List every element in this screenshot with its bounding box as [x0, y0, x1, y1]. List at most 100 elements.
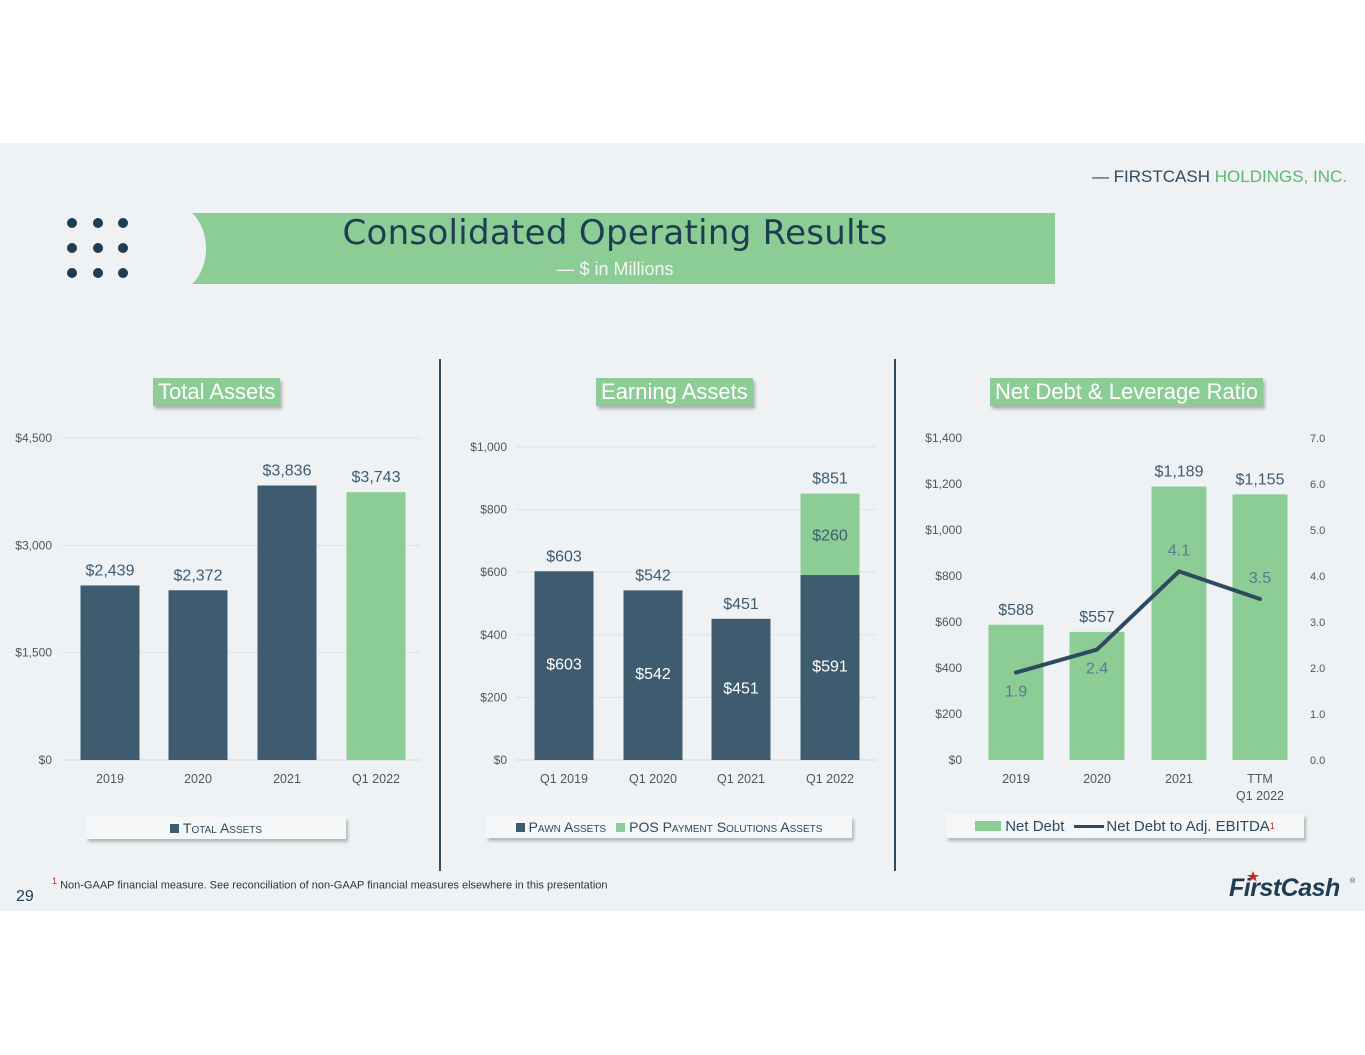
chart-title-earning-assets: Earning Assets — [596, 378, 753, 406]
x-tick-label: 2021 — [273, 772, 301, 786]
bar-total-assets — [346, 492, 406, 760]
net-debt-value-label: $588 — [998, 602, 1034, 619]
y-tick-label: $0 — [494, 753, 508, 767]
x-tick-label: 2021 — [1165, 772, 1193, 786]
bar-pawn-assets — [623, 590, 683, 760]
bar-pawn-assets — [800, 575, 860, 760]
bar-net-debt — [988, 624, 1044, 760]
leverage-value-label: 4.1 — [1168, 542, 1190, 559]
chart-divider — [439, 359, 441, 871]
y-tick-label: $0 — [39, 753, 53, 767]
total-value-label: $542 — [635, 567, 671, 584]
y2-tick-label: 6.0 — [1310, 479, 1325, 491]
y-tick-label: $800 — [480, 503, 507, 517]
bar-net-debt — [1151, 486, 1207, 760]
legend-swatch-pos-assets — [616, 822, 626, 832]
bar-total-assets — [168, 590, 228, 760]
y-tick-label: $1,200 — [925, 477, 962, 491]
x-tick-label: Q1 2021 — [717, 772, 765, 786]
y-tick-label: $600 — [480, 565, 507, 579]
company-name: — FIRSTCASH HOLDINGS, INC. — [1092, 167, 1347, 187]
chart-divider — [894, 359, 896, 871]
y-tick-label: $3,000 — [15, 538, 52, 552]
legend-earning-assets: Pawn Assets POS Payment Solutions Assets — [486, 816, 852, 838]
legend-label-pawn-assets: Pawn Assets — [528, 819, 607, 835]
y-tick-label: $400 — [935, 661, 962, 675]
legend-swatch-net-debt — [975, 821, 1002, 831]
bar-value-label: $2,372 — [174, 567, 223, 584]
x-tick-label: Q1 2022 — [806, 772, 854, 786]
y2-tick-label: 2.0 — [1310, 663, 1325, 675]
total-assets-chart: $0 $1,500 $3,000 $4,500 $2,439 2019 $2,372 2020… — [15, 431, 420, 786]
logo-star-icon — [1247, 871, 1259, 882]
bar-pawn-assets — [534, 571, 594, 760]
firstcash-logo: FirstCash ® — [1229, 871, 1356, 902]
y-tick-label: $1,000 — [470, 440, 507, 454]
company-name-green: HOLDINGS, INC. — [1214, 167, 1347, 186]
y-tick-label: $1,000 — [925, 523, 962, 537]
legend-swatch-pawn-assets — [515, 822, 525, 832]
bar-pos-assets — [800, 493, 860, 576]
x-tick-label: 2020 — [184, 772, 212, 786]
page-subtitle: — $ in Millions — [556, 259, 674, 279]
bar-total-assets — [80, 585, 140, 760]
dots-grid-icon — [67, 218, 128, 278]
y-tick-label: $200 — [935, 707, 962, 721]
legend-item-leverage: Net Debt to Adj. EBITDA 1 — [1074, 817, 1275, 835]
title-banner — [175, 213, 1055, 284]
y2-tick-label: 5.0 — [1310, 525, 1325, 537]
slide: — FIRSTCASH HOLDINGS, INC. Consolidated … — [0, 143, 1365, 911]
company-name-dark: — FIRSTCASH — [1091, 167, 1211, 186]
legend-swatch-total-assets — [169, 823, 179, 833]
net-debt-value-label: $1,155 — [1236, 471, 1285, 488]
legend-footnote-marker: 1 — [1269, 821, 1275, 831]
y-tick-label: $1,500 — [15, 646, 52, 660]
bar-value-label: $3,743 — [352, 469, 401, 486]
x-tick-label: 2019 — [1002, 772, 1030, 786]
y-tick-label: $600 — [935, 615, 962, 629]
footnote: 1 Non-GAAP financial measure. See reconc… — [52, 876, 608, 892]
pos-value-label: $260 — [812, 527, 848, 544]
y2-tick-label: 3.0 — [1310, 617, 1325, 629]
leverage-line — [1014, 569, 1262, 675]
x-tick-label: Q1 2022 — [352, 772, 400, 786]
registered-mark: ® — [1350, 877, 1356, 885]
title-banner-notch — [140, 205, 206, 292]
y2-tick-label: 7.0 — [1310, 433, 1325, 445]
y-tick-label: $200 — [480, 690, 507, 704]
x-tick-label: Q1 2019 — [540, 772, 588, 786]
leverage-value-label: 3.5 — [1249, 570, 1271, 587]
legend-item-pos-assets: POS Payment Solutions Assets — [616, 819, 822, 835]
y2-tick-label: 1.0 — [1310, 709, 1325, 721]
legend-net-debt: Net Debt Net Debt to Adj. EBITDA 1 — [946, 814, 1304, 838]
legend-label-pos-assets: POS Payment Solutions Assets — [629, 819, 823, 835]
logo-text: FirstCash — [1229, 874, 1340, 902]
bar-value-label: $3,836 — [263, 463, 312, 480]
earning-assets-chart: $0 $200 $400 $600 $800 $1,000 $603 $603 Q1 2019 $… — [470, 440, 876, 786]
x-tick-label: TTM — [1247, 772, 1273, 786]
legend-label-net-debt: Net Debt — [1005, 817, 1065, 835]
legend-swatch-leverage — [1074, 824, 1105, 828]
chart-title-net-debt: Net Debt & Leverage Ratio — [990, 378, 1263, 406]
legend-label-leverage: Net Debt to Adj. EBITDA — [1106, 817, 1270, 835]
pawn-value-label: $603 — [546, 657, 582, 674]
bar-value-label: $2,439 — [86, 562, 135, 579]
pawn-value-label: $542 — [635, 666, 671, 683]
y-tick-label: $800 — [935, 569, 962, 583]
bar-total-assets — [257, 485, 317, 760]
y-tick-label: $400 — [480, 628, 507, 642]
footnote-marker: 1 — [52, 876, 58, 886]
pawn-value-label: $451 — [723, 680, 759, 697]
x-tick-label: 2020 — [1083, 772, 1111, 786]
page-title: Consolidated Operating Results — [342, 213, 888, 253]
leverage-value-label: 1.9 — [1005, 684, 1027, 701]
y2-tick-label: 4.0 — [1310, 571, 1325, 583]
x-tick-label: 2019 — [96, 772, 124, 786]
page-number: 29 — [16, 888, 34, 905]
footnote-text: Non-GAAP financial measure. See reconcil… — [60, 879, 608, 892]
x-tick-label: Q1 2022 — [1236, 789, 1284, 803]
pawn-value-label: $591 — [812, 659, 848, 676]
legend-total-assets: Total Assets — [86, 817, 346, 839]
total-value-label: $451 — [723, 596, 759, 613]
bar-pawn-assets — [711, 618, 771, 760]
